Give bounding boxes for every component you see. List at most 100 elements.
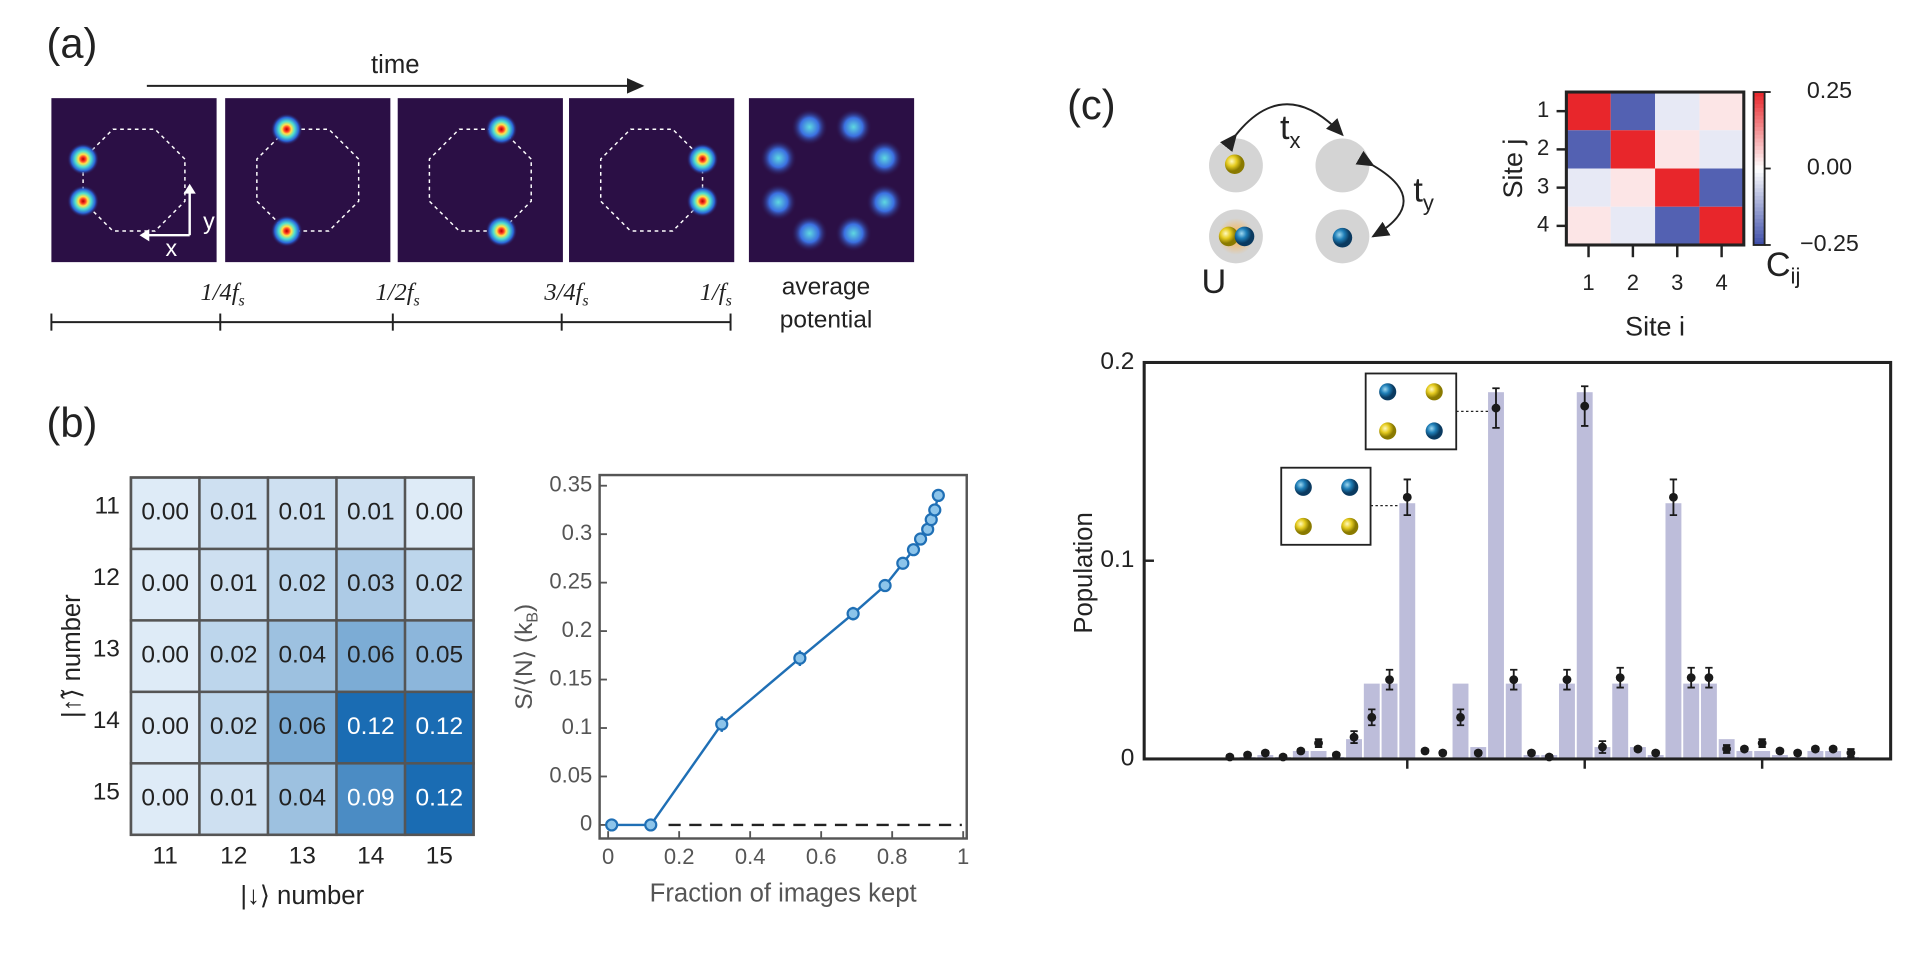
heatmap-cell [1566, 92, 1611, 131]
heatmap-cell [1699, 130, 1744, 169]
colorbar-tick-label: −0.25 [1800, 230, 1859, 256]
panel-label: (a) [47, 20, 98, 67]
site-octagon [428, 128, 532, 232]
y-tick-label: 0 [580, 811, 592, 836]
timeline [50, 313, 732, 331]
tweezer-spot [485, 215, 518, 247]
data-point [1686, 673, 1696, 683]
tweezer-spot [270, 215, 303, 247]
colorbar-segment [1753, 172, 1765, 177]
bar [1505, 683, 1522, 759]
label-main: 1/4f [200, 279, 241, 306]
label-sub: ) [512, 604, 539, 612]
data-point [1598, 742, 1607, 752]
data-point [1225, 752, 1235, 762]
x-axis-label: Fraction of images kept [650, 880, 917, 908]
x-tick-label: 0.4 [735, 844, 766, 869]
data-point [1473, 748, 1483, 758]
x-tick-label: 0.8 [877, 844, 908, 869]
time-label: time [371, 51, 420, 79]
bar [1310, 751, 1327, 759]
plot-frame [598, 473, 968, 840]
data-point [1580, 401, 1590, 411]
colorbar-segment [1753, 241, 1765, 246]
colorbar-segment [1753, 118, 1765, 124]
heatmap-cell [1699, 168, 1744, 207]
label-sub: s [582, 292, 588, 309]
y-tick-label: 13 [93, 636, 120, 663]
cell-label: 0.01 [347, 499, 395, 526]
colorbar-segment [1753, 111, 1765, 116]
x-tick-label: 14 [357, 842, 384, 869]
cell-label: 0.00 [141, 785, 189, 812]
bar [1399, 503, 1416, 759]
colorbar-segment [1753, 237, 1765, 242]
heatmap-cell [403, 547, 475, 622]
data-point [1669, 492, 1678, 502]
data-point [1296, 746, 1306, 756]
colorbar-segment [1753, 229, 1765, 235]
colorbar-segment [1753, 157, 1765, 162]
timeline-label: 1/4fs [200, 279, 244, 309]
label-sub: s [726, 292, 732, 309]
label-main: 1/2f [375, 279, 416, 306]
cell-label: 0.06 [278, 713, 326, 740]
config-inset [1280, 466, 1403, 546]
arrow-head [139, 229, 150, 242]
label-main: t [1280, 109, 1290, 147]
heatmap-cell [1655, 130, 1700, 169]
label-sub: s [239, 292, 245, 309]
average-label: potential [780, 306, 873, 333]
colorbar-segment [1753, 145, 1765, 151]
colorbar-segment [1753, 202, 1765, 208]
label-main: 1/f [700, 279, 729, 306]
x-axis-label: Site i [1625, 311, 1685, 341]
data-point [1757, 738, 1767, 748]
panel-label: (c) [1067, 81, 1116, 128]
colorbar-segment [1753, 122, 1765, 128]
timeline-label: 1/fs [700, 279, 732, 309]
label-sub: y [1423, 190, 1434, 215]
data-line [611, 495, 940, 827]
y-tick-label: 0.1 [1100, 546, 1134, 573]
heatmap-cell [403, 762, 475, 837]
hop-y-label: ty [1413, 171, 1434, 215]
axis-x-label: x [166, 235, 178, 261]
bar [1754, 751, 1771, 759]
data-point [715, 717, 729, 731]
data-point [1509, 675, 1519, 685]
y-tick-label: 1 [1537, 97, 1549, 122]
colorbar-segment [1753, 153, 1765, 158]
y-tick-label: 0.05 [549, 762, 592, 787]
site-octagon [82, 128, 186, 232]
cell-label: 0.03 [347, 570, 395, 597]
tweezer-spot [760, 183, 797, 221]
data-point [1331, 750, 1341, 760]
colorbar-segment [1753, 168, 1765, 173]
cell-label: 0.01 [210, 570, 258, 597]
timeline-label: 3/4fs [543, 279, 588, 309]
data-point [1385, 675, 1394, 685]
colorbar-segment [1753, 210, 1765, 216]
data-point [1402, 492, 1412, 502]
cell-label: 0.00 [416, 499, 464, 526]
cell-label: 0.02 [278, 570, 326, 597]
data-point [878, 578, 892, 593]
data-point [1793, 748, 1803, 758]
heatmap-cell [129, 547, 201, 622]
cell-label: 0.02 [416, 570, 464, 597]
heatmap-cell [1610, 206, 1656, 245]
colorbar-segment [1753, 164, 1765, 170]
cell-label: 0.12 [347, 713, 395, 740]
heatmap-cell [1699, 206, 1744, 245]
label-sub: ij [1791, 263, 1801, 288]
bar [1683, 683, 1700, 759]
label-main: S/⟨N⟩ (k [512, 622, 539, 710]
y-tick-label: 2 [1537, 135, 1549, 160]
data-point [605, 818, 619, 832]
y-tick-label: 0.3 [562, 520, 593, 545]
hop-x-label: tx [1280, 109, 1301, 153]
heatmap-cell [335, 476, 407, 551]
colorbar-tick-label: 0.00 [1807, 154, 1852, 180]
colorbar-segment [1753, 222, 1765, 227]
